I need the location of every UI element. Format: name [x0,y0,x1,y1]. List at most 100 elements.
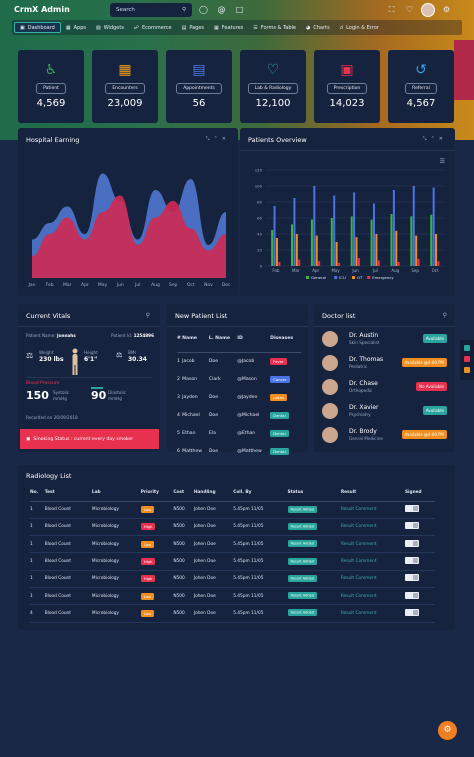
table-row[interactable]: 4 Michael Doe @Michael Dental [177,406,301,424]
signed-toggle[interactable] [404,608,419,616]
cell-result: Result Comment [341,570,405,587]
table-row[interactable]: 3 Jayden Doe @Jayden Lokas [177,388,301,406]
collapse-icon[interactable]: ⌃ [430,136,439,142]
signed-toggle[interactable] [404,505,419,513]
cell-coll: 5.45pm 11/05 [233,541,264,547]
stat-card[interactable]: ▦ Encounters 23,009 [92,50,158,123]
panel-title: Current Vitals [26,312,71,320]
nav-item-4[interactable]: ▤ Pages [177,22,209,33]
expand-icon[interactable]: ⤡ [205,136,214,142]
stat-card[interactable]: ♿ Patient 4,569 [18,50,84,123]
cell-test: Blood Count [44,559,71,565]
stat-card[interactable]: ♡ Lab & Radiology 12,100 [240,50,306,123]
result-comment-link[interactable]: Result Comment [340,559,377,565]
doctor-row[interactable]: Dr. Chase Orthopedic No Available [322,377,447,397]
bell-icon[interactable]: ♡ [405,5,414,14]
collapse-icon[interactable]: ⌃ [213,136,222,142]
result-comment-link[interactable]: Result Comment [340,524,377,530]
brand-logo[interactable]: CrmX Admin [14,5,70,14]
search-input[interactable]: Search ⚲ [110,3,192,17]
result-comment-link[interactable]: Result Comment [340,541,377,547]
side-palette-icon[interactable] [464,367,470,373]
expand-icon[interactable]: ⤡ [422,136,431,142]
nav-item-2[interactable]: ▧ Widgets [91,22,129,33]
search-icon[interactable]: ⚲ [442,312,447,319]
at-icon[interactable]: @ [217,5,226,14]
settings-icon[interactable]: ⚙ [442,5,451,14]
close-icon[interactable]: ✕ [221,136,230,142]
settings-fab[interactable]: ⚙ [438,721,457,740]
table-row[interactable]: 4 Blood Count Microbiology Low N500 Johen Doe… [30,605,435,623]
cell-signed [404,536,435,553]
nav-item-5[interactable]: ▦ Features [209,22,248,33]
chat-icon[interactable]: ◯ [199,5,208,14]
table-row[interactable]: 1 Blood Count Microbiology High N500 Johen Do… [30,518,435,536]
status-badge: Result Added [287,557,318,565]
result-comment-link[interactable]: Result Comment [340,610,377,616]
table-row[interactable]: 1 Blood Count Microbiology Low N500 Johen Doe… [30,501,435,519]
column-header: Test [44,490,55,496]
bar-icu [372,203,375,266]
cell-test: Blood Count [44,507,71,513]
table-row[interactable]: 5 Ethan Ela @Ethan Dental [177,424,301,442]
doctor-row[interactable]: Dr. Xavier Psychiatry Available [322,401,447,421]
table-row[interactable]: 1 Blood Count Microbiology High N500 Johen Do… [30,570,435,588]
nav-item-6[interactable]: ☰ Forms & Table [248,22,301,33]
bar-general [410,216,413,266]
legend-swatch [306,276,309,279]
nav-icon: ☌ [339,24,344,31]
nav-item-1[interactable]: ▦ Apps [61,22,91,33]
side-settings-icon[interactable] [464,356,470,362]
doctor-row[interactable]: Dr. Thomas Pediatric Available @4:00 PM [322,353,447,373]
stat-value: 56 [192,98,206,109]
stat-card[interactable]: ↺ Referral 4,567 [388,50,454,123]
signed-toggle[interactable] [404,522,419,530]
availability-badge: Available [422,406,447,415]
doctor-row[interactable]: Dr. Brody Genral Medicine Available @4:00 … [322,425,447,445]
table-row[interactable]: 1 Blood Count Microbiology Low N500 Johen Doe… [30,536,435,553]
clipboard-icon[interactable]: □ [235,5,244,14]
cell-signed [404,518,435,535]
signed-toggle[interactable] [404,557,419,565]
search-icon[interactable]: ⚲ [145,312,150,319]
cell-disease: Dental [270,424,301,442]
cell-n: 4 [177,412,180,418]
table-row[interactable]: 1 Blood Count Microbiology Low N500 Johen Doe… [30,587,435,605]
legend-label: General [311,275,326,280]
cell-lname: Doe [208,412,219,418]
bmi-icon: ⚖ [116,351,123,359]
cell-id: @Jayden [237,394,258,400]
nav-icon: ▦ [65,24,71,31]
result-comment-link[interactable]: Result Comment [340,507,377,513]
nav-item-7[interactable]: ◕ Charts [301,22,335,33]
table-row[interactable]: 1 Blood Count Microbiology High N500 Johen Do… [30,553,435,571]
result-comment-link[interactable]: Result Comment [340,593,377,599]
signed-toggle[interactable] [404,539,419,547]
nav-item-8[interactable]: ☌ Login & Error [335,22,384,33]
table-row[interactable]: 2 Mason Clark @Mason Cancer [177,370,301,388]
bmi-label: BMI [128,350,136,355]
search-icon[interactable]: ⚲ [181,7,186,13]
bar-ot [435,234,438,266]
side-chat-icon[interactable] [464,345,470,351]
cell-lab: Microbiology [91,559,120,565]
patient-name-label: Patient Name: [26,333,56,338]
user-avatar[interactable] [421,3,435,17]
stat-card[interactable]: ▤ Appointments 56 [166,50,232,123]
fullscreen-icon[interactable]: ⛶ [388,5,395,14]
signed-toggle[interactable] [404,591,419,599]
signed-toggle[interactable] [404,574,419,582]
result-comment-link[interactable]: Result Comment [340,576,377,582]
doctor-avatar [322,331,338,347]
systolic-value: 150 [26,389,49,402]
table-row[interactable]: 6 Matthew Doe @Matthew Dental [177,442,301,460]
menu-icon[interactable]: ☰ [439,158,445,165]
doctor-row[interactable]: Dr. Austin Skin Specialist Available [322,329,447,349]
doctor-name: Dr. Austin [349,332,379,339]
nav-item-3[interactable]: ☍ Ecommerce [129,22,177,33]
cell-status: Result Added [287,605,341,622]
close-icon[interactable]: ✕ [438,136,447,142]
nav-item-0[interactable]: ▣ Dashboard [14,22,61,33]
table-row[interactable]: 1 Jacob Doe @Jacob Fever [177,352,301,370]
stat-card[interactable]: ▣ Prescription 14,023 [314,50,380,123]
